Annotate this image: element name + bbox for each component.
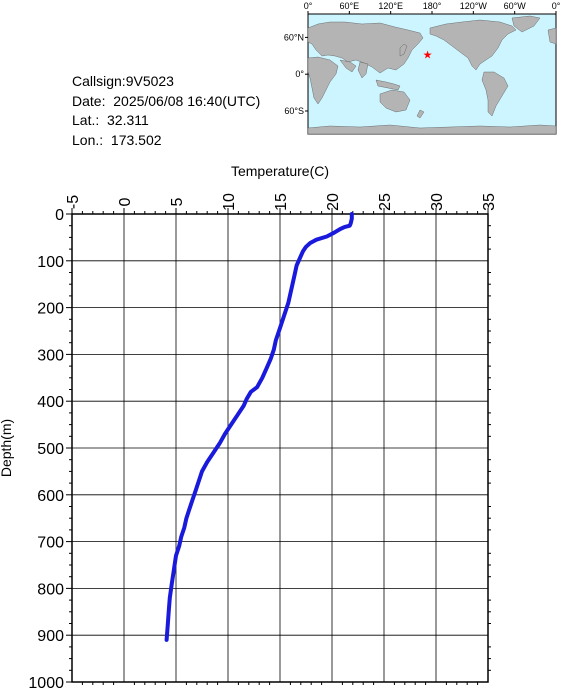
x-tick-label: 30 bbox=[429, 193, 446, 211]
x-axis-ticks: -5 0 5 10 15 20 25 30 35 bbox=[65, 193, 498, 685]
map-lon-label: 180° bbox=[423, 1, 442, 11]
x-tick-label: 25 bbox=[377, 193, 394, 211]
land-greenland bbox=[511, 15, 541, 33]
land-india bbox=[339, 59, 369, 79]
y-tick-label: 0 bbox=[55, 207, 64, 224]
callsign-text: Callsign:9V5023 bbox=[72, 73, 174, 89]
y-axis-title: Depth(m) bbox=[0, 419, 14, 477]
land-eurasia bbox=[307, 21, 424, 74]
map-lon-label: 120°W bbox=[460, 1, 488, 11]
longitude-text: Lon.: 173.502 bbox=[72, 131, 162, 148]
station-info: Callsign:9V5023 Date: 2025/06/08 16:40(U… bbox=[72, 72, 260, 150]
land-new-zealand bbox=[416, 109, 425, 119]
y-tick-label: 400 bbox=[37, 394, 64, 411]
map-lon-label: 60°W bbox=[504, 1, 527, 11]
land-europe-east-edge bbox=[547, 27, 557, 45]
land-indonesia bbox=[375, 79, 401, 91]
x-tick-label: 15 bbox=[273, 193, 290, 211]
chart-grid bbox=[71, 213, 489, 683]
map-lon-label: 0° bbox=[304, 1, 313, 11]
date-text: Date: 2025/06/08 16:40(UTC) bbox=[72, 92, 261, 109]
land-africa bbox=[307, 56, 339, 105]
latitude-text: Lat.: 32.311 bbox=[72, 112, 149, 128]
x-tick-label: 0 bbox=[117, 197, 134, 206]
map-land bbox=[307, 15, 557, 135]
y-tick-label: 500 bbox=[37, 441, 64, 458]
y-tick-label: 800 bbox=[37, 581, 64, 598]
x-tick-label: 5 bbox=[169, 197, 186, 206]
map-lon-label: 60°E bbox=[340, 1, 360, 11]
y-tick-label: 900 bbox=[37, 628, 64, 645]
map-frame: 0° 60°E 120°E 180° 120°W 60°W 0° 60°N 0° 60°S ★ bbox=[284, 1, 561, 135]
land-antarctica bbox=[307, 124, 557, 135]
temperature-depth-chart: -5 0 5 10 15 20 25 30 35 01002003004005006007008… bbox=[0, 163, 498, 690]
land-australia bbox=[379, 89, 411, 113]
land-japan bbox=[399, 43, 408, 57]
land-south-america bbox=[481, 71, 509, 117]
y-tick-label: 200 bbox=[37, 301, 64, 318]
y-tick-label: 100 bbox=[37, 254, 64, 271]
map-lat-label: 60°S bbox=[284, 106, 304, 116]
temperature-profile-line bbox=[164, 212, 354, 642]
land-north-america bbox=[429, 19, 517, 71]
y-tick-label: 1000 bbox=[28, 675, 64, 690]
x-tick-label: 10 bbox=[221, 193, 238, 211]
x-tick-label: 35 bbox=[481, 193, 498, 211]
x-tick-label: -5 bbox=[65, 195, 82, 209]
map-lat-label: 60°N bbox=[284, 32, 304, 42]
y-tick-label: 300 bbox=[37, 347, 64, 364]
map-left-labels: 60°N 0° 60°S bbox=[284, 32, 305, 116]
y-axis-ticks: 0 100 200 300 400 500 600 700 800 900 1000 bbox=[28, 207, 491, 690]
x-tick-label: 20 bbox=[325, 193, 342, 211]
y-tick-label: 700 bbox=[37, 535, 64, 552]
map-top-labels: 0° 60°E 120°E 180° 120°W 60°W 0° bbox=[304, 1, 561, 11]
x-axis-title: Temperature(C) bbox=[231, 163, 329, 179]
map-lon-label: 0° bbox=[552, 1, 561, 11]
map-lat-label: 0° bbox=[295, 69, 304, 79]
map-ticks bbox=[305, 11, 557, 112]
map-lon-label: 120°E bbox=[378, 1, 403, 11]
y-tick-label: 600 bbox=[37, 488, 64, 505]
location-marker-icon: ★ bbox=[423, 48, 433, 61]
